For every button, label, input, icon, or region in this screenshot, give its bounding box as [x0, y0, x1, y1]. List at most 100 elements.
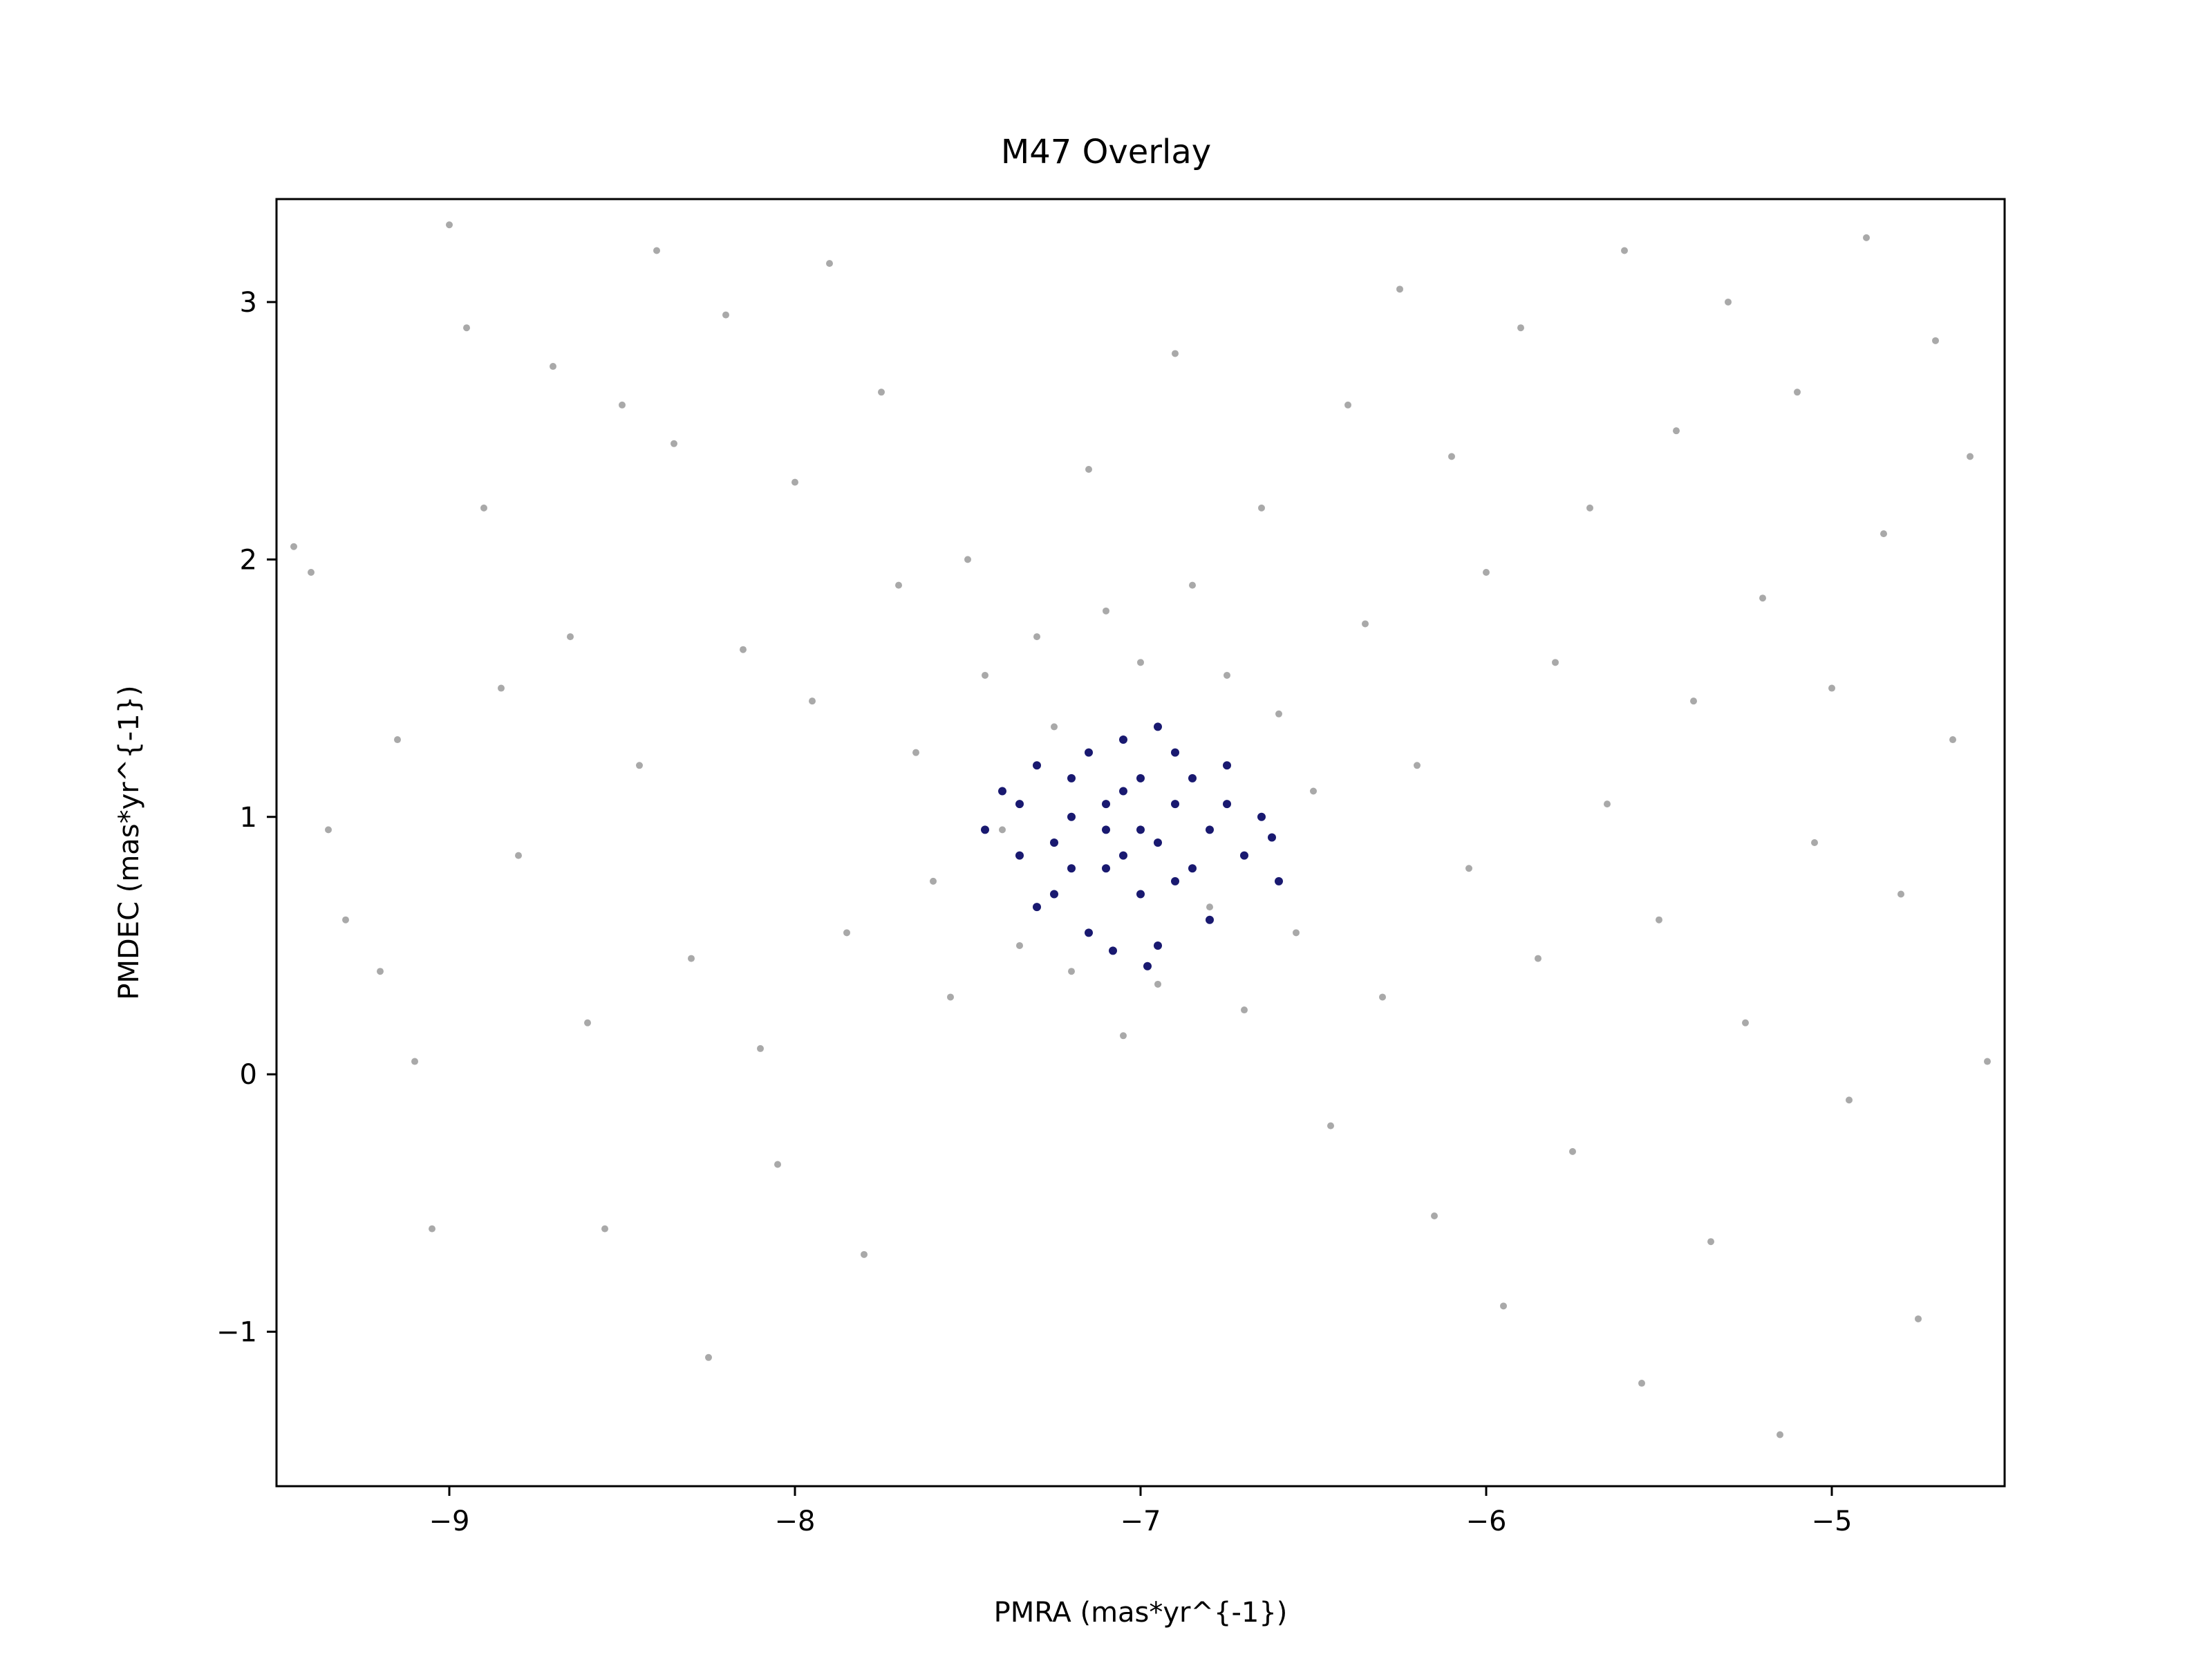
- data-point: [1033, 761, 1041, 770]
- data-point: [826, 260, 833, 268]
- data-point: [809, 697, 816, 705]
- data-point: [930, 877, 937, 885]
- data-point: [1085, 928, 1093, 937]
- data-point: [1102, 800, 1110, 809]
- data-point: [1189, 581, 1196, 589]
- data-point: [411, 1058, 418, 1065]
- data-point: [1067, 864, 1076, 873]
- data-point: [1015, 851, 1024, 860]
- data-point: [1794, 388, 1801, 396]
- data-point: [619, 401, 626, 409]
- data-point: [1949, 736, 1956, 744]
- data-point: [1725, 298, 1732, 306]
- x-tick-label: −9: [429, 1506, 470, 1537]
- data-point: [1067, 774, 1076, 782]
- data-point: [999, 826, 1006, 834]
- data-point: [774, 1161, 781, 1168]
- y-tick-label: 2: [240, 544, 257, 576]
- data-point: [740, 646, 747, 653]
- data-point: [498, 684, 505, 692]
- data-point: [480, 504, 487, 512]
- data-point: [1033, 633, 1040, 641]
- data-point: [1154, 838, 1162, 847]
- data-point: [1240, 851, 1248, 860]
- data-point: [1068, 968, 1075, 975]
- data-point: [653, 247, 660, 254]
- data-point: [1517, 324, 1524, 332]
- data-point: [671, 440, 677, 447]
- data-point: [584, 1019, 591, 1027]
- data-point: [1223, 761, 1231, 770]
- data-point: [377, 968, 384, 975]
- data-point: [1414, 762, 1421, 769]
- data-point: [947, 993, 954, 1001]
- data-point: [1120, 1032, 1127, 1040]
- data-point: [1448, 453, 1455, 460]
- data-point: [1759, 594, 1766, 602]
- data-point: [1552, 659, 1559, 666]
- data-point: [1379, 993, 1386, 1001]
- data-point: [1984, 1058, 1991, 1065]
- data-point: [981, 825, 989, 834]
- x-tick-label: −7: [1121, 1506, 1161, 1537]
- data-point: [1102, 825, 1110, 834]
- data-point: [290, 543, 297, 550]
- x-axis-label: PMRA (mas*yr^{-1}): [994, 1597, 1288, 1629]
- data-point: [1932, 337, 1939, 344]
- data-point: [1828, 684, 1835, 692]
- data-point: [1154, 941, 1162, 950]
- data-point: [1535, 955, 1541, 962]
- data-point: [601, 1225, 608, 1232]
- data-point: [1690, 697, 1697, 705]
- data-point: [1465, 865, 1472, 872]
- data-point: [1136, 774, 1145, 782]
- data-point: [1206, 825, 1214, 834]
- data-point: [791, 478, 798, 486]
- data-point: [1638, 1380, 1645, 1387]
- y-tick-label: −1: [216, 1317, 257, 1349]
- data-point: [1915, 1315, 1922, 1322]
- data-point: [843, 929, 850, 937]
- data-point: [688, 955, 695, 962]
- y-tick-label: 1: [240, 802, 257, 834]
- data-point: [1673, 427, 1680, 435]
- x-tick-label: −5: [1812, 1506, 1853, 1537]
- data-point: [1103, 607, 1109, 615]
- data-point: [1268, 833, 1276, 842]
- data-point: [1085, 748, 1093, 757]
- data-point: [1051, 723, 1058, 731]
- data-point: [1310, 787, 1317, 795]
- data-point: [1362, 620, 1369, 628]
- data-point: [861, 1250, 868, 1258]
- data-point: [1569, 1147, 1576, 1155]
- data-point: [567, 633, 574, 641]
- data-point: [998, 787, 1006, 796]
- y-tick-label: 3: [240, 287, 257, 319]
- y-axis: −1 0 1 2 3: [216, 287, 276, 1349]
- data-point: [1656, 916, 1662, 924]
- data-point: [705, 1353, 712, 1361]
- x-axis: −9 −8 −7 −6 −5: [429, 1486, 1853, 1537]
- data-point: [1102, 864, 1110, 873]
- data-point: [446, 221, 453, 229]
- data-point: [1136, 890, 1145, 899]
- data-point: [325, 826, 332, 834]
- data-point: [1119, 851, 1127, 860]
- data-point: [1137, 659, 1144, 666]
- data-point: [1085, 466, 1092, 474]
- data-point: [1327, 1122, 1334, 1130]
- data-point: [515, 852, 522, 859]
- data-point: [1258, 504, 1265, 512]
- data-point: [1206, 903, 1213, 911]
- data-point: [1742, 1019, 1749, 1027]
- data-point: [308, 568, 315, 576]
- data-point: [1293, 929, 1300, 937]
- data-point: [1050, 890, 1058, 899]
- data-point: [912, 749, 919, 756]
- data-point: [1188, 864, 1197, 873]
- data-points: [290, 221, 1991, 1438]
- data-point: [1257, 812, 1266, 821]
- data-point: [394, 736, 401, 744]
- data-point: [982, 671, 988, 679]
- data-point: [1500, 1302, 1507, 1310]
